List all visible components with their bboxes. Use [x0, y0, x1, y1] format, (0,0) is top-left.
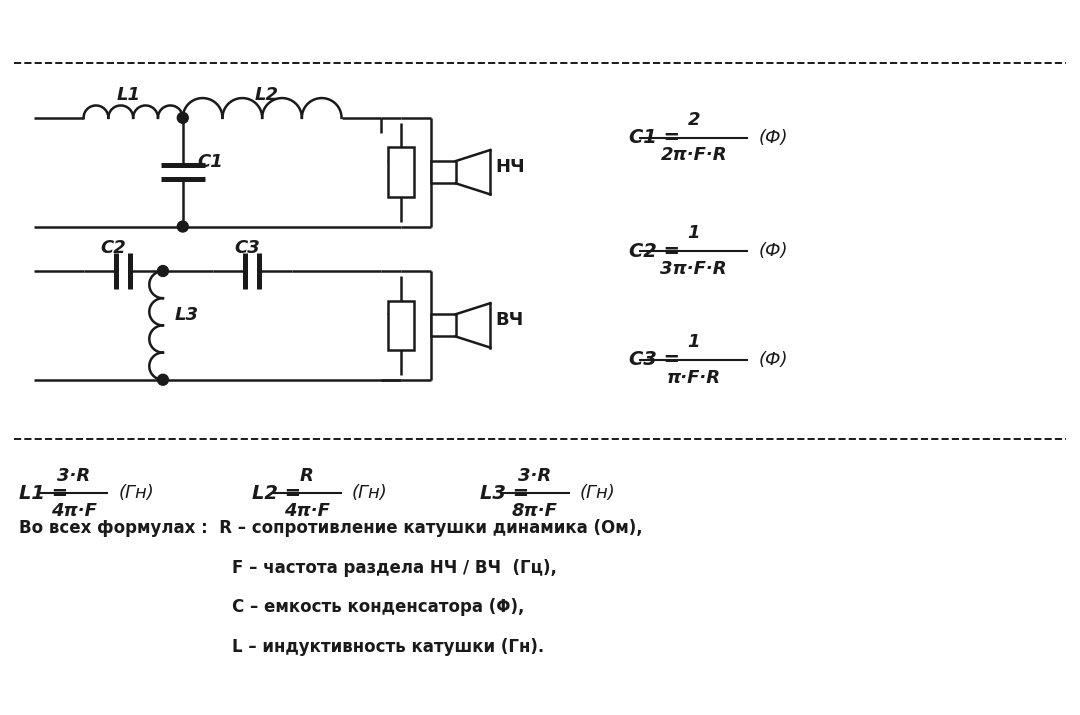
- Text: C1 =: C1 =: [630, 128, 680, 147]
- Text: C3: C3: [234, 240, 260, 257]
- Text: C3 =: C3 =: [630, 350, 680, 370]
- Text: (Ф): (Ф): [758, 351, 787, 369]
- Text: НЧ: НЧ: [496, 158, 525, 176]
- Text: F – частота раздела НЧ / ВЧ  (Гц),: F – частота раздела НЧ / ВЧ (Гц),: [232, 558, 557, 576]
- Text: L3: L3: [175, 307, 199, 325]
- Text: (Ф): (Ф): [758, 242, 787, 260]
- Text: 4π·F: 4π·F: [284, 502, 329, 521]
- Text: R: R: [387, 302, 400, 320]
- Text: 3π·F·R: 3π·F·R: [661, 260, 727, 278]
- Text: C2: C2: [100, 240, 126, 257]
- Text: L3 =: L3 =: [481, 484, 529, 503]
- Text: 3·R: 3·R: [518, 467, 552, 485]
- Text: 3·R: 3·R: [57, 467, 91, 485]
- Text: L – индуктивность катушки (Гн).: L – индуктивность катушки (Гн).: [232, 638, 544, 656]
- Text: (Гн): (Гн): [119, 484, 154, 503]
- Bar: [388, 147, 414, 197]
- Circle shape: [177, 112, 188, 123]
- Text: R: R: [300, 467, 314, 485]
- Text: (Гн): (Гн): [580, 484, 616, 503]
- Circle shape: [158, 265, 168, 277]
- Text: Во всех формулах :  R – сопротивление катушки динамика (Ом),: Во всех формулах : R – сопротивление кат…: [19, 519, 643, 537]
- Text: C – емкость конденсатора (Φ),: C – емкость конденсатора (Φ),: [232, 598, 525, 616]
- Bar: [388, 301, 414, 350]
- Text: 1: 1: [688, 225, 700, 242]
- Text: L1: L1: [117, 86, 140, 104]
- Text: R: R: [387, 148, 400, 167]
- Bar: [431, 161, 456, 183]
- Circle shape: [177, 221, 188, 232]
- Bar: [431, 315, 456, 337]
- Text: 8π·F: 8π·F: [512, 502, 558, 521]
- Text: (Гн): (Гн): [351, 484, 388, 503]
- Text: (Ф): (Ф): [758, 129, 787, 147]
- Text: C1: C1: [198, 153, 224, 172]
- Text: L1 =: L1 =: [19, 484, 68, 503]
- Text: L2 =: L2 =: [253, 484, 301, 503]
- Text: L2: L2: [255, 86, 279, 104]
- Circle shape: [158, 374, 168, 385]
- Text: C2 =: C2 =: [630, 242, 680, 261]
- Text: π·F·R: π·F·R: [666, 369, 720, 387]
- Text: 2: 2: [688, 111, 700, 129]
- Text: 2π·F·R: 2π·F·R: [661, 147, 727, 164]
- Text: 4π·F: 4π·F: [51, 502, 96, 521]
- Text: 1: 1: [688, 333, 700, 351]
- Text: ВЧ: ВЧ: [496, 311, 524, 330]
